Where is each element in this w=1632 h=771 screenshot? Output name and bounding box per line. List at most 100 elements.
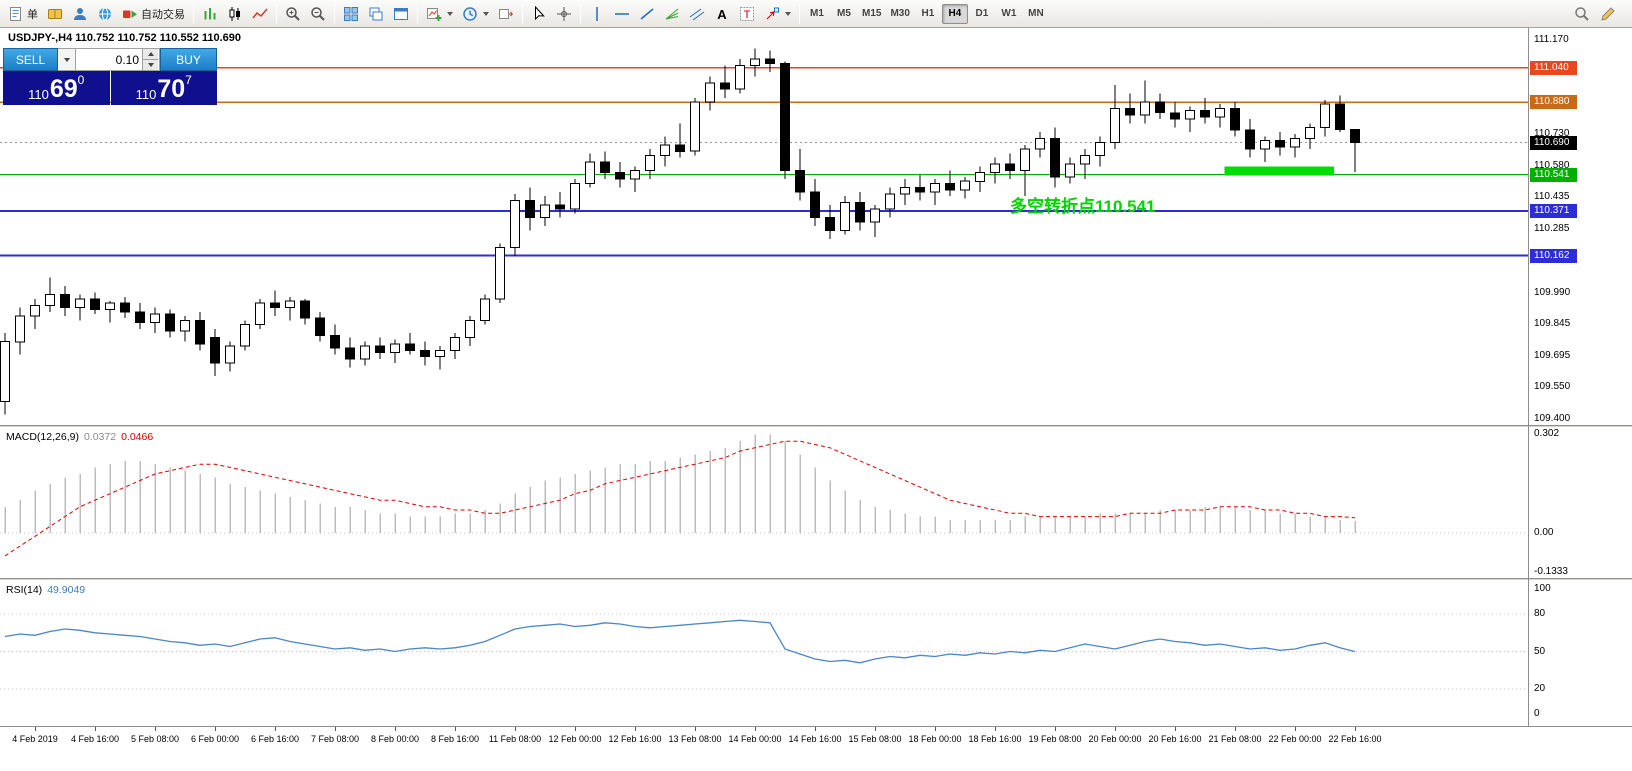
lot-decrease-button[interactable] [143, 59, 158, 70]
timeframe-d1-button[interactable]: D1 [975, 8, 989, 19]
time-tick [155, 727, 156, 731]
arrows-button[interactable] [760, 2, 795, 26]
timeframe-m15-button[interactable]: M15 [862, 8, 882, 19]
channel-button[interactable] [685, 2, 709, 26]
new-chart-button[interactable] [422, 2, 457, 26]
profiles-icon [394, 7, 408, 20]
auto-trading-button[interactable]: 自动交易 [118, 2, 189, 26]
price-level-badge: 111.040 [1530, 60, 1577, 75]
price-level-badge: 110.371 [1530, 203, 1577, 218]
timeframe-m5-button[interactable]: M5 [837, 8, 851, 19]
text-label-button[interactable]: A [710, 2, 734, 26]
chart-window[interactable]: USDJPY-,H4 110.752 110.752 110.552 110.6… [0, 28, 1632, 771]
toolbar-separator [522, 3, 523, 24]
price-tick-label: 110.285 [1534, 223, 1570, 235]
candlestick-chart-button[interactable] [223, 2, 247, 26]
new-order-button[interactable]: 单 [4, 2, 42, 26]
lot-increase-button[interactable] [143, 49, 158, 59]
sell-button[interactable]: SELL [3, 48, 58, 71]
time-tick [575, 727, 576, 731]
search-icon [1575, 6, 1589, 21]
price-axis[interactable]: 111.170111.025110.880110.730110.580110.4… [1528, 28, 1632, 726]
time-tick [455, 727, 456, 731]
time-tick [1055, 727, 1056, 731]
macd-indicator-chart[interactable] [0, 428, 1528, 578]
time-tick [1355, 727, 1356, 731]
price-tick-label: 0.00 [1534, 526, 1554, 538]
price-tick-label: 0 [1534, 708, 1540, 719]
chart-shift-button[interactable] [494, 2, 518, 26]
navigator-button[interactable] [93, 2, 117, 26]
timeframe-m30-button[interactable]: M30 [890, 8, 910, 19]
panel-separator[interactable] [0, 425, 1632, 428]
timeframe-m1-button[interactable]: M1 [810, 8, 824, 19]
buy-price[interactable]: 110 70 7 [110, 71, 217, 105]
tile-windows-button[interactable] [339, 2, 363, 26]
crosshair-button[interactable] [552, 2, 576, 26]
time-tick-label: 20 Feb 00:00 [1088, 734, 1142, 744]
sell-price-big: 69 [49, 75, 78, 103]
time-tick-label: 4 Feb 16:00 [70, 734, 120, 744]
zoom-in-button[interactable] [281, 2, 305, 26]
time-tick-label: 14 Feb 16:00 [788, 734, 842, 744]
fibonacci-button[interactable] [660, 2, 684, 26]
toolbar-right-group [1570, 2, 1628, 26]
buy-button[interactable]: BUY [160, 48, 217, 71]
main-price-chart[interactable] [0, 28, 1528, 425]
price-tick-label: 20 [1534, 683, 1546, 694]
linechart-icon [252, 8, 268, 18]
timeframe-mn-button[interactable]: MN [1028, 8, 1044, 19]
time-tick [335, 727, 336, 731]
line-chart-button[interactable] [248, 2, 272, 26]
toolbar-separator [799, 3, 800, 24]
timeframe-h4-button[interactable]: H4 [941, 3, 968, 24]
sell-price-prefix: 110 [28, 87, 49, 102]
search-button[interactable] [1570, 2, 1594, 26]
autotrade-icon [123, 10, 137, 18]
cascade-windows-button[interactable] [364, 2, 388, 26]
toolbar-separator [193, 3, 194, 24]
text-box-button[interactable]: T [735, 2, 759, 26]
lot-size-field [76, 48, 160, 71]
lot-size-input[interactable] [76, 49, 142, 70]
buy-price-pip: 7 [185, 73, 192, 87]
time-tick [815, 727, 816, 731]
timeframe-w1-button[interactable]: W1 [1001, 8, 1017, 19]
bar-chart-button[interactable] [198, 2, 222, 26]
rsi-value: 49.9049 [47, 584, 86, 596]
chevron-up-icon [147, 52, 154, 56]
time-tick [755, 727, 756, 731]
sell-price-pip: 0 [77, 73, 85, 87]
lot-dropdown-button[interactable] [58, 48, 76, 71]
chevron-down-icon [483, 11, 489, 16]
data-window-button[interactable] [68, 2, 92, 26]
time-tick [275, 727, 276, 731]
sell-price[interactable]: 110 69 0 [3, 71, 110, 105]
lot-spinner [142, 49, 158, 70]
timeframe-h1-button[interactable]: H1 [921, 8, 935, 19]
globe-icon [99, 7, 111, 20]
time-tick-label: 15 Feb 08:00 [848, 734, 902, 744]
time-tick [515, 727, 516, 731]
price-level-badge: 110.541 [1530, 167, 1577, 182]
market-watch-button[interactable] [43, 2, 67, 26]
zoom-out-button[interactable] [306, 2, 330, 26]
rsi-name: RSI(14) [6, 584, 43, 596]
chevron-down-icon [785, 11, 791, 16]
time-axis[interactable]: 4 Feb 2019 4 Feb 16:00 5 Feb 08:00 6 Feb 00… [0, 726, 1632, 771]
price-tick-label: 109.845 [1534, 317, 1571, 329]
quick-edit-button[interactable] [1596, 2, 1620, 26]
panel-separator[interactable] [0, 578, 1632, 581]
rsi-indicator-chart[interactable] [0, 581, 1528, 726]
channel-icon [689, 8, 705, 20]
buy-price-prefix: 110 [135, 87, 157, 102]
cursor-button[interactable] [527, 2, 551, 26]
periods-button[interactable] [458, 2, 493, 26]
price-tick-label: 109.990 [1534, 286, 1571, 298]
trendline-button[interactable] [635, 2, 659, 26]
horizontal-line-button[interactable] [610, 2, 634, 26]
time-tick-label: 5 Feb 08:00 [130, 734, 180, 744]
vertical-line-button[interactable] [585, 2, 609, 26]
profiles-button[interactable] [389, 2, 413, 26]
crosshair-icon [557, 6, 571, 21]
